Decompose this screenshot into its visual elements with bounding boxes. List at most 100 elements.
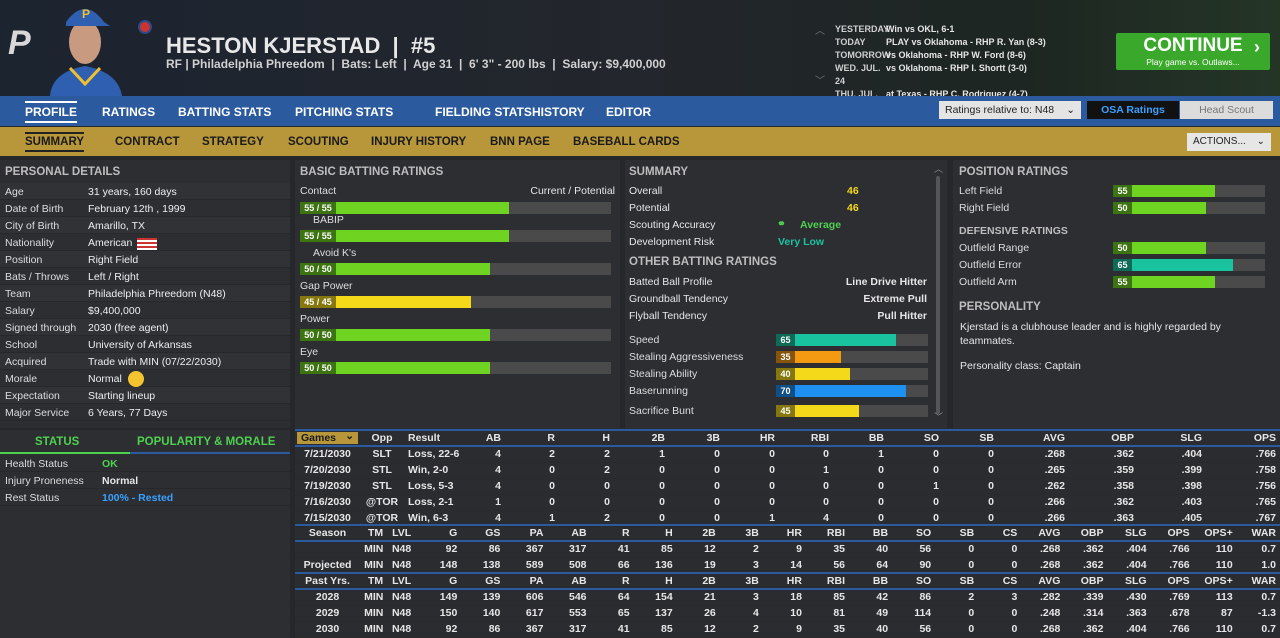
column-header[interactable]: 3B [745,575,759,587]
column-header[interactable]: SO [915,527,932,539]
column-header[interactable]: OBP [1080,527,1104,539]
column-header[interactable]: HR [786,527,802,539]
column-header[interactable]: 2B [651,432,665,444]
column-header[interactable]: R [622,575,630,587]
column-header[interactable]: CS [1002,575,1018,587]
table-cell: 0 [549,496,555,508]
column-header[interactable]: GS [485,575,501,587]
column-header[interactable]: AVG [1043,432,1065,444]
summary-scrollbar[interactable] [936,176,940,414]
column-header[interactable]: GS [485,527,501,539]
column-header[interactable]: OPS [1253,432,1276,444]
subtab-contract[interactable]: CONTRACT [115,136,180,148]
column-header[interactable]: SLG [1124,575,1147,587]
column-header[interactable]: HR [759,432,775,444]
tab-pitching-stats[interactable]: PITCHING STATS [295,105,394,119]
column-header[interactable]: TM [368,527,384,539]
column-header[interactable]: RBI [810,432,829,444]
scroll-down-icon[interactable]: ﹀ [934,412,944,422]
column-header[interactable]: H [665,527,673,539]
column-header[interactable]: BB [872,575,889,587]
head-scout-button[interactable]: Head Scout [1180,101,1273,119]
column-header[interactable]: RBI [826,527,845,539]
column-header[interactable]: RBI [826,575,845,587]
subtab-baseball-cards[interactable]: BASEBALL CARDS [573,136,680,148]
column-header[interactable]: Past Yrs. [305,575,350,587]
column-header[interactable]: 2B [702,575,716,587]
column-header[interactable]: R [547,432,555,444]
column-header[interactable]: SLG [1180,432,1202,444]
tab-profile[interactable]: PROFILE [25,101,78,123]
column-header[interactable]: AB [571,527,587,539]
column-header[interactable]: R [622,527,630,539]
column-header[interactable]: OPS [1167,575,1190,587]
subtab-bnn-page[interactable]: BNN PAGE [490,136,550,148]
column-header[interactable]: Games ⌄ [295,430,360,446]
games-dropdown[interactable]: Games ⌄ [297,430,358,444]
column-header[interactable]: OBP [1080,575,1104,587]
column-header[interactable]: Result [408,432,441,444]
column-header[interactable]: PA [529,527,544,539]
subtab-strategy[interactable]: STRATEGY [202,136,264,148]
column-header[interactable]: WAR [1251,575,1277,587]
column-header[interactable]: SB [959,575,975,587]
tab-history[interactable]: HISTORY [532,105,585,119]
tab-ratings[interactable]: RATINGS [102,105,156,119]
subtab-scouting[interactable]: SCOUTING [288,136,349,148]
column-header[interactable]: SLG [1124,527,1147,539]
column-header[interactable]: OPS+ [1204,575,1233,587]
rating-label: Outfield Range [959,242,1030,254]
tab-batting-stats[interactable]: BATTING STATS [178,105,272,119]
column-header[interactable]: HR [786,575,802,587]
column-header[interactable]: AB [571,575,587,587]
column-header[interactable]: TM [368,575,384,587]
column-header[interactable]: H [665,575,673,587]
column-header[interactable]: AVG [1038,527,1061,539]
column-header[interactable]: AVG [1038,575,1061,587]
osa-ratings-button[interactable]: OSA Ratings [1087,101,1179,119]
schedule-row[interactable]: TODAY PLAY vs Oklahoma - RHP R. Yan (8-3) [815,36,1046,49]
column-header[interactable]: SO [923,432,939,444]
column-header[interactable]: OPS+ [1204,527,1233,539]
ratings-relative-select[interactable]: Ratings relative to: N48 ⌄ [939,101,1081,119]
column-header[interactable]: BB [868,432,884,444]
schedule-up-icon[interactable]: ︿ [815,26,825,37]
column-header[interactable]: AB [485,432,501,444]
column-header[interactable]: WAR [1251,527,1277,539]
column-header[interactable]: 3B [745,527,759,539]
column-header[interactable]: OPS [1167,527,1190,539]
table-cell: 4 [495,448,501,461]
subtab-summary[interactable]: SUMMARY [25,132,84,152]
tab-editor[interactable]: EDITOR [606,105,652,119]
table-cell: STL [372,480,392,492]
actions-dropdown[interactable]: ACTIONS... ⌄ [1187,133,1271,151]
schedule-down-icon[interactable]: ﹀ [815,76,825,87]
column-header[interactable]: LVL [392,575,412,587]
column-header[interactable]: CS [1002,527,1018,539]
column-header[interactable]: 2B [702,527,716,539]
column-header[interactable]: SB [979,432,994,444]
column-header[interactable]: SB [959,527,975,539]
scroll-up-icon[interactable]: ︿ [934,164,944,174]
table-cell: 0 [968,623,975,635]
column-header[interactable]: G [449,575,458,587]
column-header[interactable]: 3B [706,432,720,444]
continue-button[interactable]: CONTINUE Play game vs. Outlaws... › [1116,33,1270,70]
schedule-row[interactable]: YESTERDAY Win vs OKL, 6-1 [815,23,1046,36]
tab-status[interactable]: STATUS [35,436,80,448]
detail-value[interactable]: Philadelphia Phreedom (N48) [88,288,226,300]
tab-fielding-stats[interactable]: FIELDING STATS [435,105,532,119]
schedule-row[interactable]: WED. JUL. 24 vs Oklahoma - RHP I. Shortt … [815,62,1046,88]
column-header[interactable]: LVL [392,527,412,539]
column-header[interactable]: Opp [371,432,393,444]
column-header[interactable]: OBP [1111,432,1134,444]
schedule-row[interactable]: TOMORROW vs Oklahoma - RHP W. Ford (8-6) [815,49,1046,62]
column-header[interactable]: PA [529,575,544,587]
column-header[interactable]: SO [915,575,932,587]
column-header[interactable]: Season [308,527,347,539]
column-header[interactable]: G [449,527,458,539]
subtab-injury-history[interactable]: INJURY HISTORY [371,136,467,148]
column-header[interactable]: BB [872,527,889,539]
column-header[interactable]: H [602,432,610,444]
tab-popularity-morale[interactable]: POPULARITY & MORALE [137,436,276,448]
